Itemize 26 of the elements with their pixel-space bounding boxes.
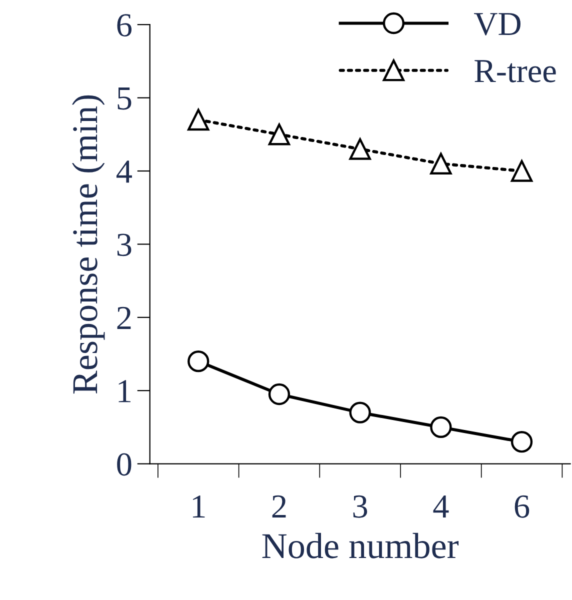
- y-tick-label: 3: [117, 234, 132, 256]
- point: [268, 124, 290, 146]
- point: [268, 383, 290, 406]
- x-tick-label: 4: [433, 496, 449, 518]
- point: [510, 431, 533, 453]
- x-tick-label: 6: [514, 495, 530, 518]
- y-tick-label: 5: [118, 88, 132, 110]
- point: [430, 416, 452, 438]
- legend-label: R-tree: [474, 60, 556, 82]
- point: [349, 138, 371, 160]
- y-tick-label: 0: [117, 453, 132, 476]
- point: [510, 160, 533, 182]
- y-axis-title: Response time (min): [72, 95, 105, 394]
- x-tick-label: 3: [353, 495, 368, 518]
- y-tick-label: 2: [117, 306, 131, 329]
- x-tick-label: 2: [272, 495, 286, 518]
- point: [188, 108, 210, 131]
- y-tick-label: 1: [118, 380, 131, 402]
- point: [188, 350, 210, 372]
- y-tick-label: 6: [117, 14, 132, 36]
- y-tick-label: 4: [116, 160, 132, 183]
- point: [430, 152, 452, 175]
- x-tick-label: 1: [192, 495, 205, 518]
- point: [349, 402, 371, 424]
- x-axis-title: Node number: [262, 532, 459, 558]
- legend-label: VD: [474, 13, 520, 36]
